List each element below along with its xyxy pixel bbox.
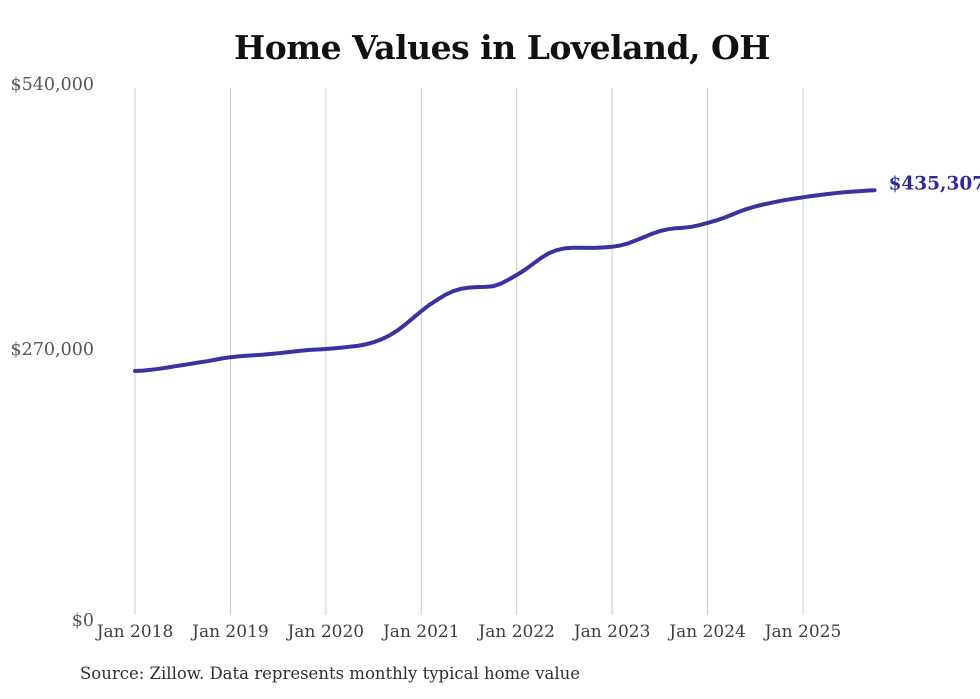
x-axis-label: Jan 2020 [287,622,365,642]
chart-title: Home Values in Loveland, OH [234,28,770,67]
x-axis-label: Jan 2018 [96,622,174,642]
x-axis-label: Jan 2023 [573,622,651,642]
x-axis-label: Jan 2019 [192,622,269,642]
x-axis-label: Jan 2024 [669,622,746,642]
x-axis-label: Jan 2021 [382,622,460,642]
y-axis-label: $540,000 [10,75,94,95]
x-axis-label: Jan 2022 [478,622,555,642]
x-axis-label: Jan 2025 [764,622,842,642]
value-line [133,188,877,373]
y-axis-label: $0 [71,611,94,631]
y-axis-label: $270,000 [10,340,94,360]
source-note: Source: Zillow. Data represents monthly … [80,664,581,683]
current-value-label: $435,307 [888,173,980,195]
